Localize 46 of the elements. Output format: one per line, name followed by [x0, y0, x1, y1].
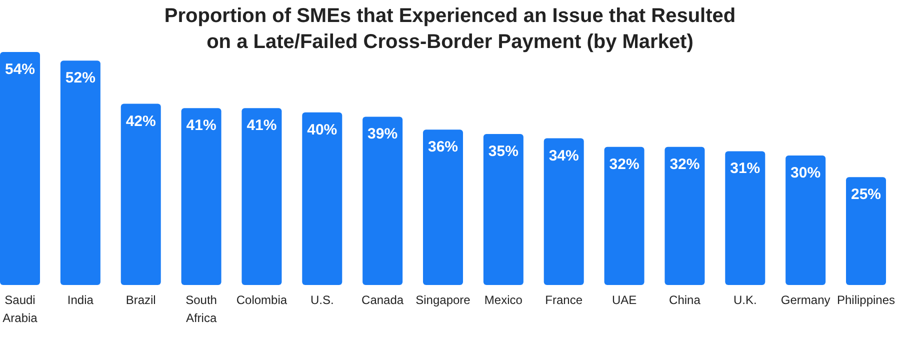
- x-tick-label: Colombia: [236, 293, 288, 307]
- data-label: 30%: [790, 164, 821, 182]
- bar: [60, 60, 100, 285]
- x-tick-label: Philippines: [836, 293, 896, 307]
- bar: [544, 138, 584, 285]
- bar: [846, 177, 886, 285]
- data-label: 52%: [65, 70, 96, 87]
- x-tick-label: UAE: [612, 293, 637, 307]
- bar: [483, 134, 524, 285]
- bar: [725, 151, 766, 285]
- x-tick-label: Canada: [362, 293, 404, 307]
- data-label: 25%: [850, 186, 882, 204]
- data-label: 31%: [730, 160, 760, 178]
- bar: [664, 146, 705, 285]
- data-label: 42%: [126, 112, 156, 130]
- data-label: 32%: [609, 156, 640, 173]
- data-label: 54%: [4, 61, 36, 78]
- bar: [0, 52, 40, 285]
- data-label: 39%: [368, 126, 398, 143]
- bar: [242, 108, 282, 285]
- data-label: 35%: [488, 142, 518, 160]
- x-tick-label: Singapore: [416, 293, 471, 307]
- data-label: 40%: [307, 121, 338, 138]
- bar: [120, 104, 161, 285]
- bar: [604, 146, 644, 285]
- x-tick-label: Saudi Arabia: [2, 293, 38, 325]
- data-label: 34%: [548, 147, 579, 164]
- bar: [181, 108, 222, 285]
- bar: [362, 116, 403, 285]
- data-label: 36%: [428, 138, 458, 156]
- x-tick-label: France: [545, 293, 583, 307]
- x-tick-label: Mexico: [484, 293, 523, 307]
- x-tick-label: China: [669, 293, 701, 307]
- x-tick-label: India: [67, 293, 94, 307]
- chart-title: Proportion of SMEs that Experienced an Issue that Resulted on a Late/Failed Cross-Border Payment (by Market): [164, 5, 736, 53]
- bar: [302, 112, 342, 285]
- x-tick-label: South Africa: [186, 293, 217, 325]
- data-label: 41%: [186, 117, 216, 134]
- data-label: 41%: [246, 117, 277, 134]
- bar: [786, 156, 826, 285]
- x-tick-label: Germany: [780, 293, 830, 307]
- x-tick-label: U.S.: [310, 293, 334, 307]
- data-label: 32%: [670, 156, 700, 173]
- bar: [423, 130, 463, 285]
- x-tick-label: U.K.: [733, 293, 757, 307]
- x-tick-label: Brazil: [126, 293, 156, 307]
